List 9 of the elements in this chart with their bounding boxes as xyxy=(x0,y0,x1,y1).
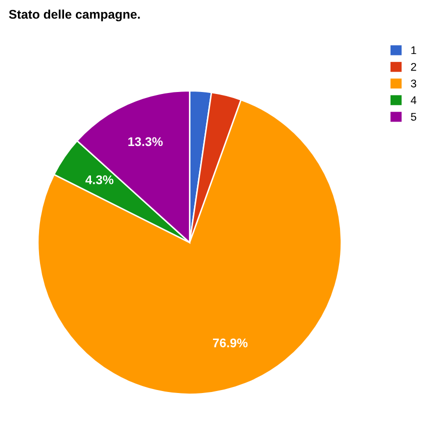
legend-label: 3 xyxy=(410,80,416,88)
legend-label: 1 xyxy=(411,46,416,54)
data-label: 4.3% xyxy=(85,175,114,184)
legend-label: 2 xyxy=(411,62,416,71)
chart-title: Stato delle campagne. xyxy=(8,10,140,22)
legend-label: 5 xyxy=(410,112,416,121)
legend-label: 4 xyxy=(410,96,416,104)
data-label: 13.3% xyxy=(128,137,163,146)
data-label: 76.9% xyxy=(212,338,248,348)
